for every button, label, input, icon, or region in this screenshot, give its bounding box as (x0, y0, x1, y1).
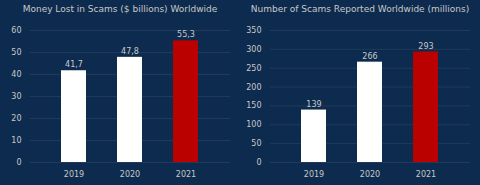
svg-text:47,8: 47,8 (121, 47, 139, 56)
svg-text:100: 100 (246, 120, 261, 129)
svg-text:2019: 2019 (304, 170, 324, 179)
svg-text:55,3: 55,3 (177, 30, 195, 39)
svg-text:300: 300 (246, 45, 261, 54)
svg-text:20: 20 (11, 114, 21, 123)
svg-text:2021: 2021 (176, 170, 196, 179)
svg-text:266: 266 (362, 52, 377, 61)
html-text:Money Lost in Scams ($ billion: Money Lost in Scams ($ billions) Worldwi… (22, 4, 218, 14)
svg-text:293: 293 (418, 42, 433, 51)
svg-text:2020: 2020 (360, 170, 380, 179)
svg-text:0: 0 (256, 158, 261, 167)
svg-text:0: 0 (16, 158, 21, 167)
svg-text:2021: 2021 (416, 170, 436, 179)
svg-text:2019: 2019 (64, 170, 84, 179)
svg-text:41,7: 41,7 (65, 60, 83, 69)
svg-text:50: 50 (11, 48, 21, 57)
svg-text:150: 150 (246, 101, 261, 110)
svg-text:10: 10 (11, 136, 21, 145)
svg-text:2020: 2020 (120, 170, 140, 179)
html-text:Number of Scams Reported World: Number of Scams Reported Worldwide (mill… (250, 4, 470, 14)
svg-text:40: 40 (11, 70, 21, 79)
svg-text:50: 50 (251, 139, 261, 148)
svg-text:60: 60 (11, 26, 21, 35)
svg-text:30: 30 (11, 92, 21, 101)
svg-text:200: 200 (246, 83, 261, 92)
svg-text:139: 139 (306, 100, 321, 109)
svg-text:350: 350 (246, 26, 261, 35)
svg-text:250: 250 (246, 64, 261, 73)
